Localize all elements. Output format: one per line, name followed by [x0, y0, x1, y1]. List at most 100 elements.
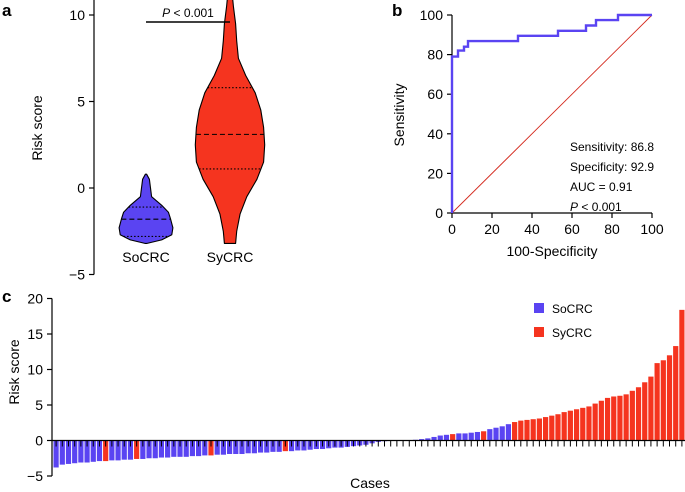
stat-label: Sensitivity: — [570, 140, 631, 154]
bar-case-93 — [623, 394, 629, 441]
panel-b-y-tick-label: 100 — [420, 7, 444, 23]
bar-case-28 — [220, 440, 226, 455]
bar-case-71 — [487, 429, 493, 441]
stat-line: Sensitivity: 86.8 — [570, 140, 654, 154]
bar-case-1 — [53, 440, 59, 468]
panel-b-x-axis-label: 100-Specificity — [506, 243, 597, 259]
bar-case-29 — [226, 440, 233, 454]
bar-case-15 — [140, 440, 146, 459]
panel-a-p-value: P < 0.001 — [162, 6, 214, 20]
bar-case-24 — [196, 440, 202, 457]
bar-case-27 — [214, 440, 220, 455]
bar-case-100 — [666, 355, 673, 441]
bar-case-23 — [189, 440, 196, 457]
bar-case-7 — [90, 440, 96, 462]
violin-sycrc — [194, 0, 266, 244]
bar-case-20 — [171, 440, 177, 457]
panel-c-y-tick-label: 10 — [27, 362, 43, 378]
bar-case-17 — [152, 440, 158, 459]
bar-case-66 — [456, 433, 462, 441]
panel-b-x-tick-label: 100 — [640, 221, 664, 237]
reference-diagonal — [451, 14, 653, 214]
bar-case-30 — [233, 440, 239, 454]
bar-case-90 — [604, 397, 611, 441]
stat-value: 86.8 — [631, 140, 655, 154]
legend-label-socrc: SoCRC — [552, 302, 593, 316]
panel-b-axes: 0 20 40 60 80 100 0 20 40 60 80 100 — [420, 7, 664, 237]
panel-a-letter: a — [2, 1, 12, 20]
bar-case-62 — [431, 436, 437, 441]
bar-case-13 — [127, 440, 134, 460]
panel-c-y-tick-label: 0 — [35, 433, 43, 449]
bar-case-8 — [96, 440, 103, 462]
panel-a-y-tick-label: 10 — [69, 7, 85, 23]
bar-case-33 — [251, 440, 257, 454]
panel-b-x-tick-label: 60 — [564, 221, 580, 237]
bar-case-84 — [567, 410, 573, 441]
panel-b-x-tick-label: 0 — [448, 221, 456, 237]
bar-case-5 — [78, 440, 84, 463]
panel-b-y-tick-label: 80 — [427, 47, 443, 63]
bar-case-95 — [635, 387, 642, 441]
bar-case-12 — [121, 440, 127, 460]
bar-case-61 — [425, 438, 431, 441]
bar-case-32 — [245, 440, 251, 454]
panel-c-letter: c — [2, 287, 11, 306]
roc-curve — [450, 13, 652, 213]
panel-b-letter: b — [392, 1, 402, 20]
panel-c-y-tick-label: 5 — [35, 397, 43, 413]
panel-c-y-tick-label: 15 — [27, 326, 43, 342]
panel-c-legend: SoCRC SyCRC — [534, 302, 593, 340]
bar-case-25 — [202, 440, 208, 456]
bar-case-92 — [617, 395, 623, 441]
bar-case-16 — [146, 440, 152, 459]
stat-italic: P — [570, 200, 578, 214]
bar-case-22 — [183, 440, 189, 457]
bar-case-98 — [654, 363, 660, 441]
stat-value: 92.9 — [631, 160, 655, 174]
bar-case-26 — [208, 440, 214, 456]
bar-case-4 — [72, 440, 78, 464]
bar-case-65 — [450, 434, 456, 441]
bar-case-101 — [673, 346, 679, 441]
bar-case-82 — [555, 414, 561, 441]
panel-a-violins — [118, 0, 266, 244]
stat-line: AUC = 0.91 — [570, 180, 633, 194]
panel-a-y-tick-label: 0 — [77, 180, 85, 196]
panel-c-y-axis: −5 0 5 10 15 20 — [27, 291, 53, 484]
bar-case-35 — [264, 440, 270, 453]
bar-case-21 — [177, 440, 183, 457]
bar-case-96 — [642, 382, 648, 441]
panel-c-x-axis — [52, 439, 685, 447]
bar-case-75 — [512, 422, 518, 441]
panel-b-y-tick-label: 0 — [435, 205, 443, 221]
bar-case-68 — [468, 432, 474, 441]
bar-case-77 — [524, 419, 530, 441]
bar-case-19 — [165, 440, 171, 458]
panel-b-x-tick-label: 80 — [604, 221, 620, 237]
bar-case-81 — [549, 415, 555, 441]
stat-value: 0.91 — [609, 180, 633, 194]
panel-a-x-tick-label: SoCRC — [122, 249, 169, 265]
panel-b-y-tick-label: 40 — [427, 126, 443, 142]
bar-case-67 — [462, 433, 468, 441]
bar-case-89 — [598, 400, 604, 441]
bar-case-3 — [65, 440, 72, 464]
bar-case-85 — [573, 409, 580, 441]
panel-a-x-tick-labels: SoCRC SyCRC — [122, 249, 253, 265]
panel-a-y-tick-label: −5 — [69, 267, 85, 283]
bar-case-91 — [611, 396, 617, 441]
bar-case-11 — [115, 440, 121, 461]
bar-case-6 — [84, 440, 90, 463]
bar-case-63 — [437, 435, 443, 441]
bar-case-99 — [660, 360, 666, 441]
panel-b-x-tick-label: 20 — [484, 221, 500, 237]
panel-c-bar-chart: c Risk score Cases −5 0 5 10 15 20 SoCRC SyCRC — [2, 287, 685, 491]
stat-label: AUC = — [570, 180, 609, 194]
bar-case-60 — [419, 439, 425, 441]
panel-a-y-axis-label: Risk score — [29, 95, 45, 161]
bar-case-88 — [592, 403, 598, 441]
bar-case-76 — [518, 420, 524, 441]
